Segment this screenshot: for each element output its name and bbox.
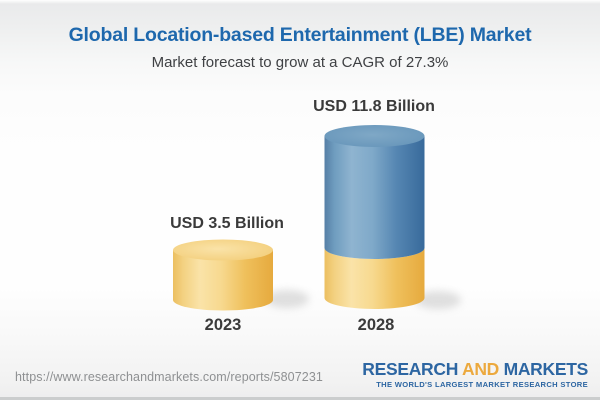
chart-title: Global Location-based Entertainment (LBE… bbox=[68, 24, 532, 46]
logo-wordmark: RESEARCH AND MARKETS bbox=[362, 360, 588, 378]
category-label-2028: 2028 bbox=[357, 316, 395, 334]
bar-2023-body bbox=[173, 250, 273, 311]
bar-2028-top bbox=[324, 125, 425, 147]
research-and-markets-logo[interactable]: RESEARCH AND MARKETS THE WORLD'S LARGEST… bbox=[362, 360, 588, 389]
logo-tagline: THE WORLD'S LARGEST MARKET RESEARCH STOR… bbox=[376, 380, 588, 389]
bar-2023 bbox=[173, 239, 273, 311]
logo-word-markets: MARKETS bbox=[503, 359, 589, 379]
bar-2028-shadow bbox=[415, 291, 461, 309]
bar-2028-body bbox=[324, 136, 425, 259]
category-label-2023: 2023 bbox=[204, 316, 242, 334]
report-url[interactable]: https://www.researchandmarkets.com/repor… bbox=[15, 370, 323, 384]
value-label-2023: USD 3.5 Billion bbox=[170, 215, 284, 232]
bar-2023-top bbox=[173, 239, 273, 261]
bar-2023-shadow bbox=[265, 290, 309, 308]
logo-word-research: RESEARCH bbox=[362, 359, 459, 379]
chart-subtitle: Market forecast to grow at a CAGR of 27.… bbox=[151, 54, 449, 71]
bar-2028 bbox=[324, 125, 425, 309]
bar-2028-base-segment bbox=[324, 248, 425, 309]
logo-word-and: AND bbox=[461, 359, 499, 379]
value-label-2028: USD 11.8 Billion bbox=[313, 98, 435, 115]
